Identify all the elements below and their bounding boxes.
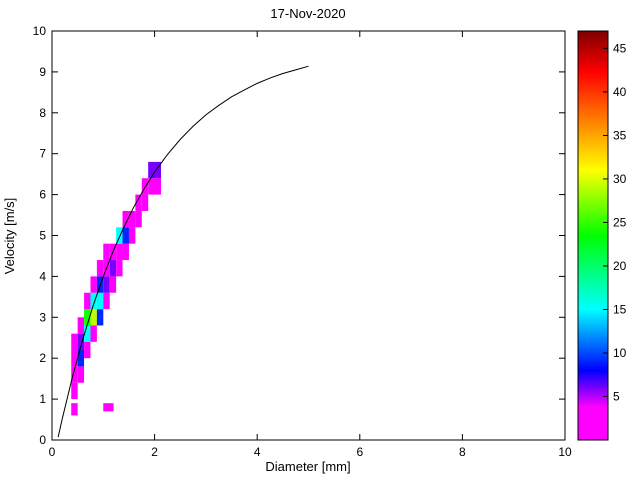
heatmap-cell xyxy=(77,350,85,367)
heatmap-cell xyxy=(122,210,129,228)
heatmap-cell xyxy=(116,243,123,261)
heatmap-cell xyxy=(90,276,97,293)
heatmap-cell xyxy=(135,194,142,211)
colorbar-tick-label: 35 xyxy=(613,128,627,142)
heatmap-cell xyxy=(148,178,162,195)
y-tick-label: 3 xyxy=(39,310,46,324)
x-tick-label: 2 xyxy=(151,445,158,459)
heatmap-cell xyxy=(90,309,97,326)
colorbar-tick-label: 20 xyxy=(613,259,627,273)
y-tick-label: 10 xyxy=(33,24,47,38)
colorbar-tick-label: 45 xyxy=(613,41,627,55)
y-axis-label: Velocity [m/s] xyxy=(2,198,17,275)
terminal-velocity-curve xyxy=(57,65,309,438)
x-tick-label: 4 xyxy=(254,445,261,459)
heatmap-cell xyxy=(103,276,110,293)
colorbar-tick-label: 5 xyxy=(613,389,620,403)
heatmap-cell xyxy=(84,292,91,310)
y-tick-label: 1 xyxy=(39,392,46,406)
heatmap-cell xyxy=(109,260,117,277)
x-tick-label: 6 xyxy=(356,445,363,459)
heatmap-cell xyxy=(71,403,78,416)
y-tick-label: 6 xyxy=(39,188,46,202)
heatmap-cell xyxy=(90,325,97,342)
y-tick-label: 9 xyxy=(39,65,46,79)
heatmap-cell xyxy=(135,210,142,228)
heatmap-cell xyxy=(84,309,91,326)
heatmap-cell xyxy=(103,403,114,412)
heatmap-cell xyxy=(77,317,85,334)
heatmap-cell xyxy=(103,243,110,261)
heatmap-cell xyxy=(109,276,117,293)
colorbar-tick-label: 40 xyxy=(613,85,627,99)
heatmap-cell xyxy=(128,227,136,244)
heatmap-cell xyxy=(148,161,162,179)
heatmap-cell xyxy=(96,260,104,277)
heatmap-cell xyxy=(71,366,78,383)
colorbar-tick-label: 10 xyxy=(613,346,627,360)
heatmap-cell xyxy=(71,350,78,367)
x-axis-label: Diameter [mm] xyxy=(265,459,350,474)
y-tick-label: 0 xyxy=(39,433,46,447)
heatmap-cell xyxy=(103,292,110,310)
heatmap-cell xyxy=(77,333,85,351)
x-tick-label: 10 xyxy=(558,445,572,459)
y-tick-label: 8 xyxy=(39,106,46,120)
heatmap-cell xyxy=(96,292,104,310)
heatmap-cell xyxy=(116,227,123,244)
x-tick-label: 0 xyxy=(49,445,56,459)
y-tick-label: 5 xyxy=(39,229,46,243)
heatmap-cell xyxy=(122,243,129,261)
heatmap-cell xyxy=(84,325,91,342)
x-tick-label: 8 xyxy=(459,445,466,459)
heatmap-cell xyxy=(122,227,129,244)
y-tick-label: 4 xyxy=(39,269,46,283)
heatmap-cell xyxy=(128,210,136,228)
heatmap-cell xyxy=(116,260,123,277)
colorbar-tick-label: 15 xyxy=(613,302,627,316)
colorbar-tick-label: 30 xyxy=(613,172,627,186)
colorbar-tick-label: 25 xyxy=(613,215,627,229)
y-tick-label: 2 xyxy=(39,351,46,365)
heatmap-cell xyxy=(77,366,85,383)
heatmap-cell xyxy=(90,292,97,310)
y-tick-label: 7 xyxy=(39,147,46,161)
colorbar-box xyxy=(577,30,609,441)
heatmap-cell xyxy=(71,382,78,400)
colorbar xyxy=(578,31,608,440)
heatmap-cell xyxy=(141,194,149,211)
heatmap-cell xyxy=(71,333,78,351)
heatmap-cell xyxy=(96,309,104,326)
heatmap-cell xyxy=(141,178,149,195)
chart-title: 17-Nov-2020 xyxy=(270,6,345,21)
heatmap-cell xyxy=(84,341,91,359)
